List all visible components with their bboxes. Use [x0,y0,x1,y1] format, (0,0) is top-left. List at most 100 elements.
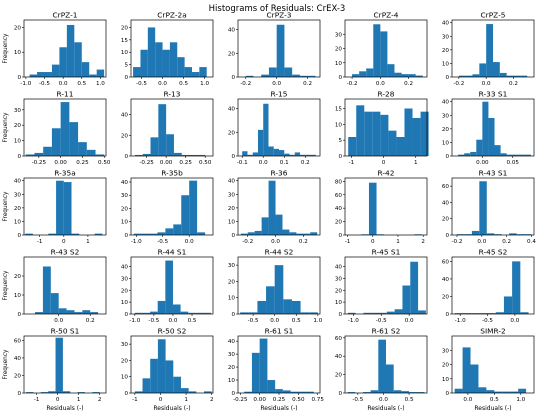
x-tick-label: 1.0 [200,81,209,87]
histogram-bar [412,118,421,156]
x-tick-label: -1 [345,239,351,245]
histogram-bar [486,390,495,393]
axes-frame [23,98,107,157]
x-tick-label: 0 [382,160,386,166]
y-tick-label: 0 [124,312,128,318]
histogram-bar [495,312,504,314]
y-tick-label: 20 [228,365,236,371]
axes-frame [344,256,428,315]
histogram-bar [294,152,301,156]
histogram-bar [371,312,380,314]
histogram-bar [71,233,80,235]
histogram-bar [173,376,181,393]
y-tick-label: 10 [228,219,236,225]
histogram-bar [352,74,360,77]
histogram-bar [524,154,531,156]
histogram-bar [380,31,388,77]
y-tick-label: 20 [121,25,129,31]
histogram-bar [290,391,299,393]
x-tick-label: -1.0 [129,318,140,324]
histogram-bar [50,293,59,314]
y-tick-label: 20 [442,363,450,369]
histogram-bar [43,146,52,156]
histogram-bar [244,391,252,393]
y-tick-label: 30 [121,193,129,199]
histogram-bar [142,312,151,314]
histogram-bar [309,312,318,314]
y-tick-label: 10 [442,377,450,383]
panel-title: CrPZ-4 [374,11,399,20]
y-tick-label: 20 [14,373,22,379]
y-tick-label: 20 [228,130,236,136]
histogram-bar [266,286,275,314]
panel-title: CrPZ-5 [481,11,506,20]
histogram-bar [74,42,82,77]
x-tick-label: -0.2 [240,81,251,87]
panel-title: R-61 S2 [372,327,401,336]
histogram-bar [300,312,310,314]
x-tick-label: 0.75 [311,397,324,403]
x-tick-label: 0.0 [271,239,280,245]
panel-title: CrPZ-1 [53,11,78,20]
histogram-bar [58,308,67,314]
histogram-panel: R-45 S1 -1.0 -0.5 0.0 0 10 20 30 40 [335,248,428,324]
histogram-bar [372,111,381,156]
histogram-bar [465,75,473,77]
x-tick-label: 2 [421,239,425,245]
histogram-bar [257,300,267,314]
y-tick-label: 20 [335,373,343,379]
histogram-bar [140,49,148,77]
x-tick-label: 0.5 [77,81,86,87]
histogram-bar [310,154,316,156]
histogram-bar [78,142,87,156]
x-tick-label: 0.5 [292,318,301,324]
x-tick-label: 0.0 [379,397,388,403]
x-tick-label: 1 [86,239,90,245]
histogram-bar [240,233,248,235]
histogram-bar [471,313,480,314]
axes-frame [451,177,535,236]
histogram-panel: R-11 -0.25 0.00 0.25 0.50 0 10 20 30 Frequency [3,90,111,167]
x-tick-label: 0.25 [76,160,89,166]
panel-title: R-15 [271,90,288,99]
y-tick-label: 0 [231,233,235,239]
panel-title: SIMR-2 [480,327,505,336]
histogram-bar [134,391,143,393]
histogram-bar [44,72,52,77]
x-tick-label: 0 [62,239,66,245]
histogram-bar [169,42,178,77]
histogram-bar [172,304,181,314]
y-tick-label: 40 [121,265,129,271]
x-tick-label: 0 [56,397,60,403]
y-tick-label: 0 [445,154,449,160]
x-axis-label: Residuals (-) [474,405,511,412]
y-tick-label: 40 [442,21,450,27]
y-tick-label: 0 [338,391,342,397]
histogram-panel: CrPZ-5 -0.2 0.0 0.2 0 10 20 30 40 [442,11,535,87]
histogram-bar [268,146,274,156]
histogram-bar [512,261,521,314]
histogram-bar [456,234,465,235]
x-tick-label: -1 [37,239,43,245]
histogram-panel: R-61 S2 -0.5 0.0 0.5 0 20 40 60 Residuals (-) [335,327,428,412]
panel-title: R-61 S1 [265,327,294,336]
x-tick-label: 0.0 [259,160,268,166]
histogram-bar [303,233,311,235]
histogram-bar [512,154,519,156]
histogram-bar [48,233,57,235]
x-tick-label: 0.5 [188,318,197,324]
histogram-bar [77,392,85,393]
histogram-bar [283,299,292,314]
y-tick-label: 20 [121,288,129,294]
histogram-bar [502,391,511,393]
histogram-bar [347,312,356,314]
histogram-bar [133,233,142,235]
x-tick-label: 0.0 [376,81,385,87]
axes-frame [451,19,535,78]
y-tick-label: 40 [335,354,343,360]
axes-frame [344,335,428,394]
histogram-bar [470,151,477,156]
histogram-bar [289,154,295,156]
axes-frame [237,19,321,78]
